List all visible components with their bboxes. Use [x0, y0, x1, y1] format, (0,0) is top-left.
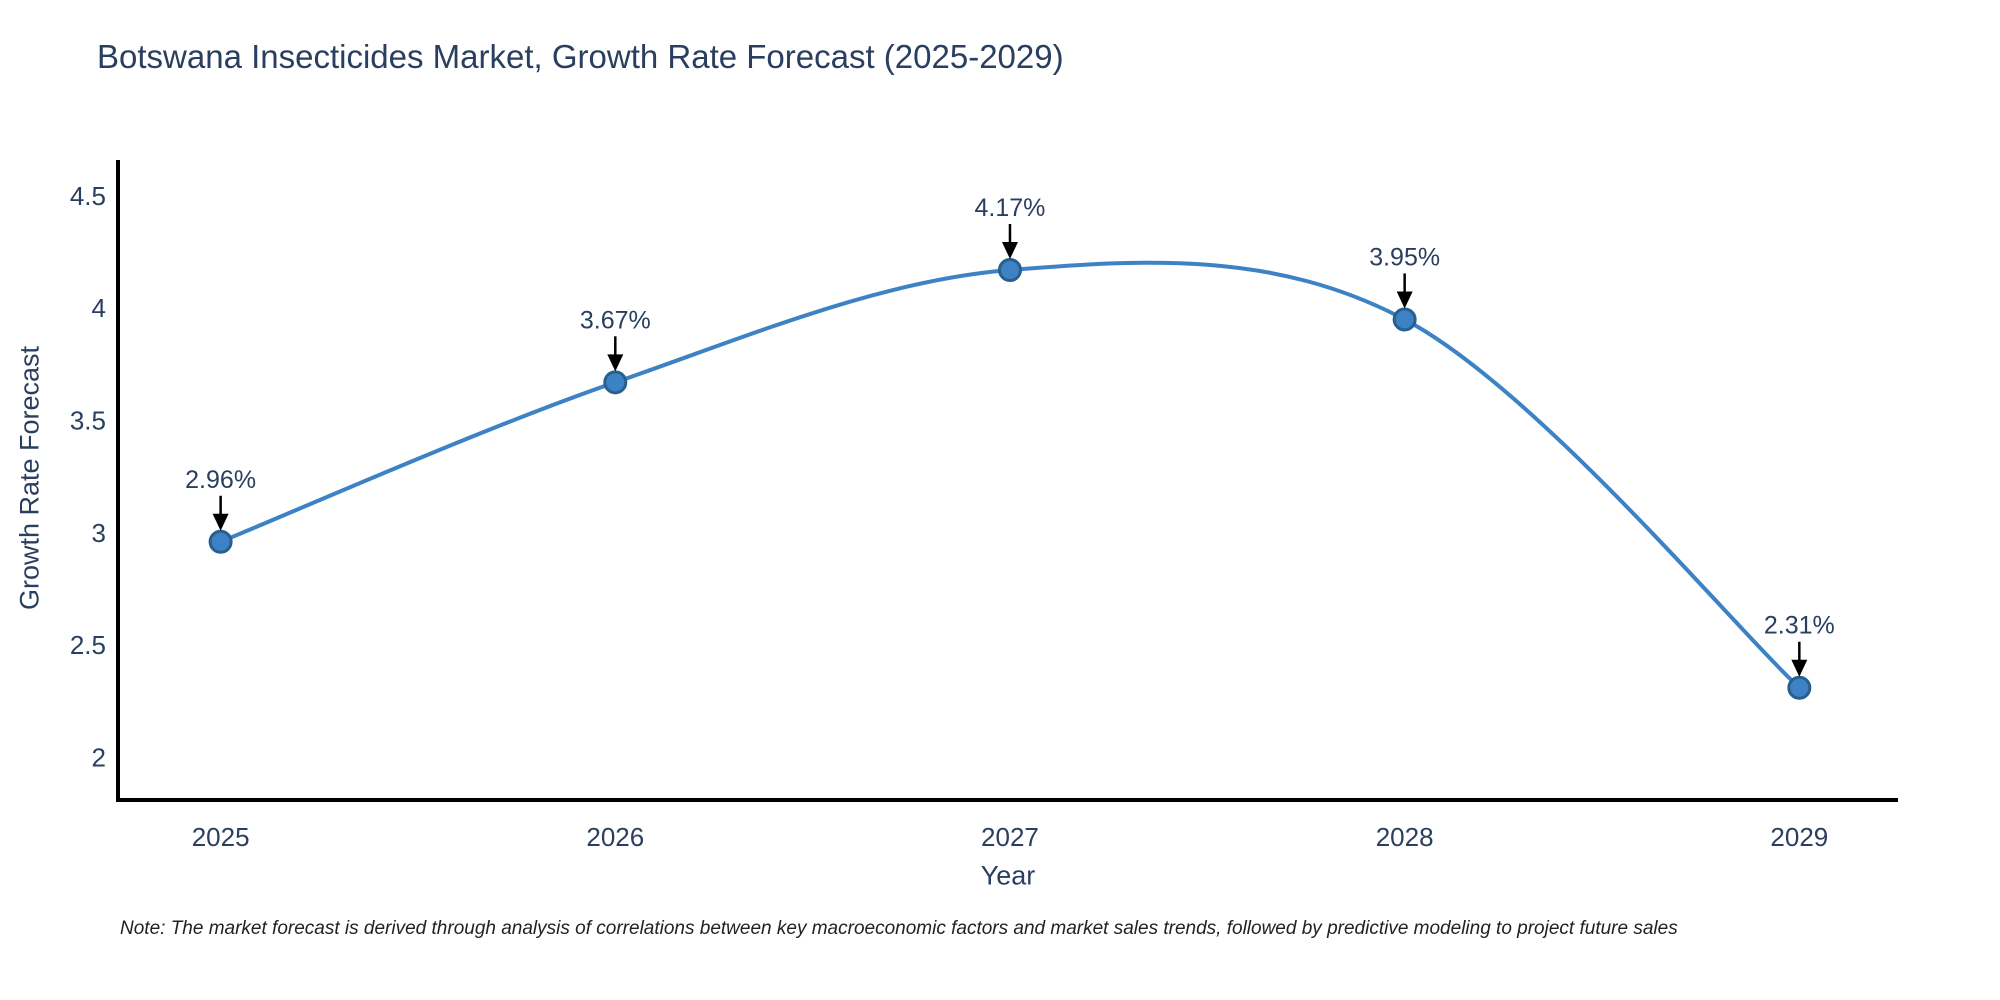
annotation-arrow-head — [1791, 659, 1808, 677]
annotation-arrow-head — [212, 513, 229, 531]
annotation-arrow-head — [1001, 242, 1018, 260]
x-tick-label: 2025 — [192, 822, 250, 852]
data-point-marker — [603, 370, 628, 395]
x-tick-label: 2028 — [1376, 822, 1434, 852]
annotation-arrow-head — [607, 354, 624, 372]
annotation-label: 3.95% — [1369, 243, 1440, 271]
y-tick-label: 4 — [92, 293, 106, 323]
y-tick-label: 3 — [92, 518, 106, 548]
data-point-marker — [997, 258, 1022, 283]
annotation-label: 3.67% — [580, 306, 651, 334]
data-point-marker — [208, 529, 233, 554]
y-tick-label: 2 — [92, 742, 106, 772]
annotation-label: 4.17% — [975, 194, 1046, 222]
x-axis-title: Year — [980, 860, 1036, 891]
y-axis-title: Growth Rate Forecast — [14, 345, 45, 611]
annotation-arrow-head — [1396, 291, 1413, 309]
chart-title: Botswana Insecticides Market, Growth Rat… — [97, 38, 1064, 75]
y-tick-label: 4.5 — [70, 181, 106, 211]
annotation-label: 2.31% — [1764, 612, 1835, 640]
data-point-marker — [1392, 307, 1417, 332]
x-tick-label: 2029 — [1770, 822, 1828, 852]
y-tick-label: 3.5 — [70, 405, 106, 435]
data-point-marker — [1787, 675, 1812, 700]
footnote: Note: The market forecast is derived thr… — [120, 918, 1678, 939]
series-line — [219, 260, 1801, 690]
x-tick-label: 2027 — [981, 822, 1039, 852]
axis-lines — [116, 160, 1898, 802]
x-tick-label: 2026 — [586, 822, 644, 852]
y-tick-label: 2.5 — [70, 630, 106, 660]
annotation-label: 2.96% — [185, 466, 256, 494]
